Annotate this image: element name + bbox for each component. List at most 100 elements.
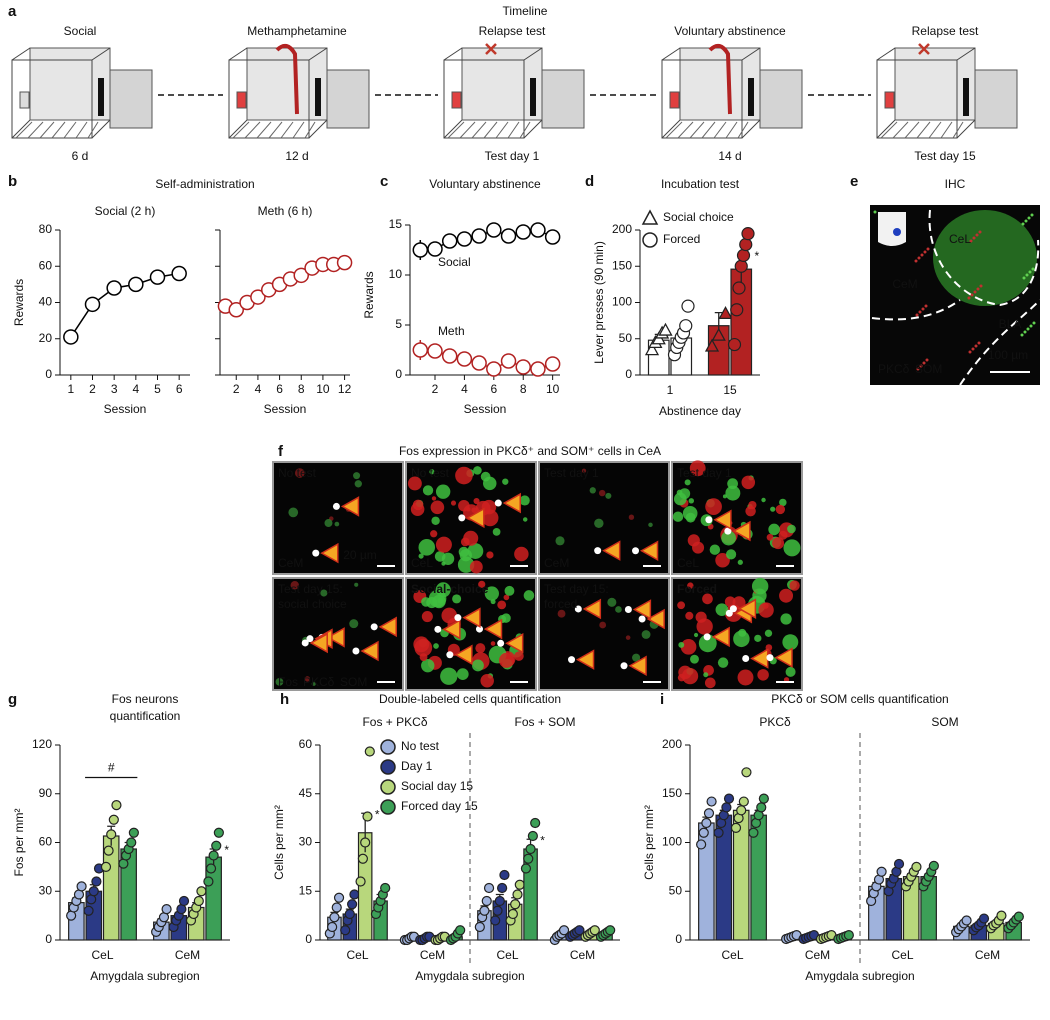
cell-blob (764, 629, 773, 637)
point (701, 817, 712, 829)
speckle (1027, 216, 1031, 220)
lever (236, 91, 247, 109)
legend-marker (641, 209, 659, 225)
speckle (1028, 270, 1032, 274)
cell-blob (463, 530, 479, 546)
legend-marker (642, 232, 658, 248)
point (161, 904, 172, 915)
cell-blob (741, 475, 756, 490)
marker (228, 302, 244, 318)
cell-blob (768, 523, 780, 536)
cell-blob (689, 460, 706, 477)
fos-cell (766, 654, 774, 662)
stage-label: Voluntary abstinence (674, 24, 786, 38)
cell-blob (422, 485, 434, 496)
point (327, 921, 338, 933)
x-tick-label: 1 (667, 383, 674, 397)
cell-blob (733, 630, 750, 648)
point (479, 905, 490, 916)
floor-bar (713, 121, 727, 139)
y-tick-label: 90 (39, 786, 53, 800)
stage-duration: 6 d (72, 149, 89, 163)
cell-blob (275, 677, 284, 686)
speckle (1020, 333, 1024, 337)
lever (451, 91, 462, 109)
point (681, 299, 695, 313)
floor-bar (15, 121, 33, 139)
floor-bar (952, 121, 964, 139)
stage-duration: 12 d (285, 149, 308, 163)
y-tick-label: 40 (39, 295, 53, 309)
point (76, 881, 87, 892)
y-tick-label: 100 (612, 295, 632, 309)
marker (486, 361, 502, 377)
point (756, 802, 767, 813)
floor-bar (39, 121, 55, 139)
cell-blob (349, 619, 359, 629)
cell-blob (440, 667, 458, 685)
panel-letter: c (380, 173, 388, 190)
cell-blob (717, 657, 729, 668)
point (736, 248, 751, 262)
channel-label: PKCδ (303, 675, 335, 689)
legend-label: Day 1 (401, 759, 433, 773)
floor-bar (75, 121, 88, 139)
point (494, 895, 505, 907)
cell-blob (412, 499, 424, 511)
cell-blob (519, 495, 530, 506)
fos-cell (434, 625, 442, 633)
point (703, 808, 715, 819)
tile-label: Test day 15: (278, 582, 343, 596)
cage (11, 47, 153, 139)
y-axis-label: Rewards (362, 271, 376, 318)
fos-cell (458, 514, 466, 522)
cell-blob (779, 588, 794, 603)
region-label: CeM (892, 277, 917, 291)
marker (456, 351, 473, 367)
cell-blob (692, 541, 705, 554)
cell-blob (589, 487, 596, 494)
point (574, 925, 585, 936)
marker (149, 269, 166, 285)
point (961, 915, 972, 926)
marker (427, 343, 443, 359)
pkc-signal (933, 210, 1037, 306)
speckle (924, 304, 928, 308)
point (996, 910, 1007, 921)
floor-bar (232, 121, 250, 139)
fos-cell (729, 605, 737, 613)
cell-blob (737, 669, 754, 686)
x-axis-label: Abstinence day (659, 404, 741, 418)
fos-title: Fos expression in PKCδ⁺ and SOM⁺ cells i… (399, 444, 661, 458)
floor-bar (507, 121, 520, 139)
speckle (873, 210, 877, 214)
cell-blob (523, 590, 535, 601)
speckle (1025, 273, 1029, 277)
cell-blob (435, 536, 452, 553)
point (455, 925, 466, 936)
door (98, 78, 104, 116)
cage-side (974, 69, 1018, 129)
annotation: # (108, 761, 115, 775)
cell-blob (557, 609, 566, 618)
floor-bar (447, 121, 465, 139)
floor-bar (928, 121, 942, 139)
cell-blob (696, 618, 713, 635)
y-tick-label: 30 (39, 883, 53, 897)
arrowhead (632, 599, 652, 620)
y-tick-label: 0 (675, 932, 682, 946)
cell-blob (486, 551, 494, 559)
floor-bar (63, 121, 77, 139)
channel-label: Fos (278, 675, 298, 689)
marker (441, 233, 458, 249)
speckle (916, 367, 920, 371)
marker (500, 353, 517, 369)
arrowhead (320, 542, 339, 564)
cell-blob (625, 635, 631, 640)
point (331, 902, 342, 913)
cage-edge (956, 47, 976, 61)
cell-blob (751, 577, 769, 595)
x-tick-label: CeM (570, 948, 595, 962)
speckle (926, 247, 930, 251)
point (644, 342, 660, 356)
